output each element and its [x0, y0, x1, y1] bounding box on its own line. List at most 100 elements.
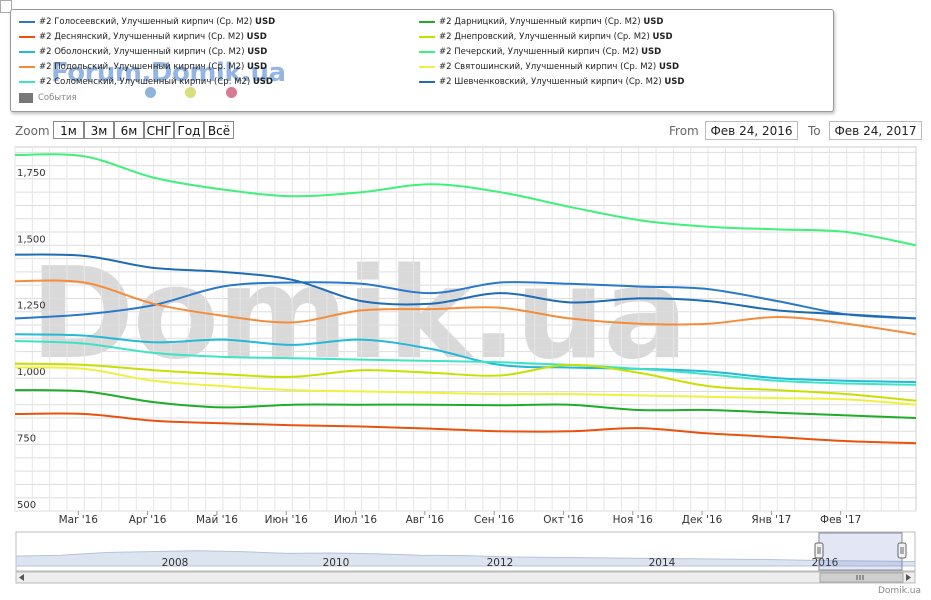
legend-swatch [19, 65, 35, 68]
legend-item[interactable]: #2 Деснянский, Улучшенный кирпич (Ср. M2… [19, 31, 267, 43]
x-tick-label: Ноя '16 [613, 514, 654, 526]
legend-swatch [419, 80, 435, 83]
series-line [14, 253, 917, 320]
series-line [14, 279, 917, 336]
domik-watermark: Domik.ua [30, 240, 688, 387]
navigator-selection [818, 532, 903, 571]
legend-unit: USD [255, 17, 276, 27]
navigator-label: 2008 [162, 557, 189, 569]
legend-unit: USD [658, 62, 680, 72]
legend-swatch [19, 20, 35, 23]
navigator-label: 2010 [323, 557, 350, 569]
y-tick-label: 750 [17, 434, 36, 445]
x-tick-label: Янв '17 [751, 514, 791, 526]
legend-unit: USD [247, 47, 268, 57]
legend-label: #2 Подольский, Улучшенный кирпич (Ср. M2… [39, 62, 247, 72]
legend-item[interactable]: #2 Шевченковский, Улучшенный кирпич (Ср.… [419, 76, 684, 88]
legend-item-events[interactable]: События [19, 92, 77, 104]
navigator-label: 2012 [487, 557, 514, 569]
x-tick-label: Apr '16 [129, 514, 167, 526]
x-tick-label: Дек '16 [682, 514, 723, 526]
y-tick-label: 1,750 [17, 168, 46, 179]
legend-item[interactable]: #2 Подольский, Улучшенный кирпич (Ср. M2… [19, 61, 267, 73]
x-tick-label: Май '16 [196, 514, 238, 526]
zoom-button[interactable]: Всё [204, 121, 234, 139]
legend-unit: USD [252, 77, 273, 87]
legend-item[interactable]: #2 Оболонский, Улучшенный кирпич (Ср. M2… [19, 46, 267, 58]
series-line [14, 153, 917, 247]
legend-dot [185, 87, 196, 98]
legend-item[interactable]: #2 Святошинский, Улучшенный кирпич (Ср. … [419, 61, 679, 73]
navigator-label: 2014 [649, 557, 676, 569]
x-tick-label: Июл '16 [334, 514, 377, 526]
legend-swatch [19, 50, 35, 53]
legend-item[interactable]: #2 Печерский, Улучшенный кирпич (Ср. M2)… [419, 46, 661, 58]
legend-label: #2 Днепровский, Улучшенный кирпич (Ср. M… [439, 32, 653, 42]
legend-item[interactable]: #2 Голосеевский, Улучшенный кирпич (Ср. … [19, 16, 275, 28]
legend-label: #2 Дарницкий, Улучшенный кирпич (Ср. M2) [439, 17, 644, 27]
legend-label: #2 Голосеевский, Улучшенный кирпич (Ср. … [39, 17, 256, 27]
series-line [14, 333, 917, 384]
series-line [14, 362, 917, 402]
x-tick-label: Фев '17 [820, 514, 861, 526]
credit-link[interactable]: Domik.ua [878, 586, 921, 596]
legend-unit: USD [641, 47, 662, 57]
legend-item[interactable]: #2 Днепровский, Улучшенный кирпич (Ср. M… [419, 31, 673, 43]
legend-dot [145, 87, 156, 98]
x-tick-label: Окт '16 [543, 514, 584, 526]
from-date-input[interactable]: Фев 24, 2016 [705, 121, 798, 140]
collapse-legend-button[interactable] [0, 0, 12, 13]
navigator-handle[interactable] [897, 542, 907, 559]
y-tick-label: 1,000 [17, 367, 46, 378]
zoom-button[interactable]: Год [174, 121, 204, 139]
legend-unit: USD [664, 77, 685, 87]
legend-unit: USD [246, 32, 267, 42]
zoom-button[interactable]: СНГ [144, 121, 174, 139]
legend-swatch [419, 65, 435, 68]
to-date-input[interactable]: Фев 24, 2017 [829, 121, 922, 140]
legend-label: #2 Деснянский, Улучшенный кирпич (Ср. M2… [39, 32, 247, 42]
x-tick-label: Июн '16 [265, 514, 308, 526]
y-tick-label: 1,500 [17, 234, 46, 245]
legend-label: #2 Оболонский, Улучшенный кирпич (Ср. M2… [39, 47, 248, 57]
zoom-button[interactable]: 3м [84, 121, 114, 139]
legend-unit: USD [247, 62, 268, 72]
legend-item[interactable]: #2 Соломенский, Улучшенный кирпич (Ср. M… [19, 76, 273, 88]
legend-label: #2 Шевченковский, Улучшенный кирпич (Ср.… [439, 77, 665, 87]
scrollbar-track[interactable] [15, 571, 916, 584]
zoom-button[interactable]: 6м [114, 121, 144, 139]
legend-swatch [19, 80, 35, 83]
legend-unit: USD [643, 17, 664, 27]
legend-swatch [419, 20, 435, 23]
scrollbar-thumb[interactable] [819, 572, 904, 583]
legend-item[interactable]: #2 Дарницкий, Улучшенный кирпич (Ср. M2)… [419, 16, 663, 28]
legend-swatch [419, 50, 435, 53]
series-line [14, 340, 917, 386]
scroll-right-arrow-icon[interactable] [906, 574, 911, 581]
events-swatch [19, 92, 33, 103]
legend-label: #2 Печерский, Улучшенный кирпич (Ср. M2) [439, 47, 642, 57]
legend-swatch [419, 35, 435, 38]
legend-label: #2 Святошинский, Улучшенный кирпич (Ср. … [439, 62, 659, 72]
zoom-label: Zoom [15, 124, 50, 138]
y-tick-label: 500 [17, 500, 36, 511]
legend-label: #2 Соломенский, Улучшенный кирпич (Ср. M… [39, 77, 253, 87]
x-tick-label: Mar '16 [59, 514, 99, 526]
forum-watermark: Forum.Domik.ua [51, 58, 286, 88]
navigator-area [15, 550, 916, 567]
y-tick-label: 1,250 [17, 301, 46, 312]
x-tick-label: Сен '16 [474, 514, 515, 526]
events-label: События [38, 93, 77, 103]
zoom-button[interactable]: 1м [53, 121, 84, 139]
navigator-label: 2016 [812, 557, 839, 569]
series-line [14, 366, 917, 406]
from-label: From [669, 124, 699, 138]
series-line [14, 280, 917, 320]
scroll-left-arrow-icon[interactable] [19, 574, 24, 581]
legend-swatch [19, 35, 35, 38]
legend-dot [226, 87, 237, 98]
navigator-handle[interactable] [814, 542, 824, 559]
to-label: To [808, 124, 821, 138]
